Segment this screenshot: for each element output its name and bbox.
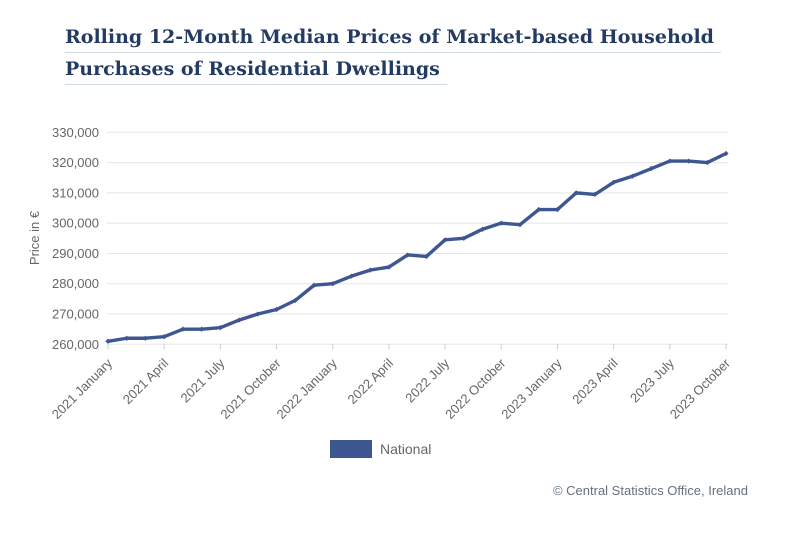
- data-point-marker[interactable]: [199, 326, 205, 332]
- x-axis-tick-label: 2022 April: [345, 355, 397, 407]
- data-point-marker[interactable]: [330, 281, 336, 287]
- copyright-text: © Central Statistics Office, Ireland: [552, 483, 748, 498]
- chart-title-line2: Purchases of Residential Dwellings: [65, 58, 447, 85]
- legend-swatch: [330, 440, 372, 458]
- x-axis-tick-label: 2021 July: [178, 355, 228, 405]
- data-point-marker[interactable]: [386, 264, 392, 270]
- y-axis-tick-label: 320,000: [52, 155, 99, 170]
- data-point-marker[interactable]: [554, 206, 561, 213]
- y-axis-tick-label: 270,000: [52, 307, 99, 322]
- x-axis-tick-label: 2022 July: [402, 355, 452, 405]
- data-point-marker[interactable]: [704, 159, 710, 166]
- data-point-marker[interactable]: [367, 267, 373, 273]
- data-point-marker[interactable]: [629, 173, 635, 179]
- data-point-marker[interactable]: [105, 338, 111, 344]
- data-point-marker[interactable]: [667, 158, 673, 164]
- data-point-marker[interactable]: [405, 252, 411, 258]
- data-point-marker[interactable]: [479, 226, 486, 232]
- data-point-marker[interactable]: [236, 317, 242, 323]
- data-point-marker[interactable]: [423, 253, 429, 260]
- data-point-marker[interactable]: [273, 306, 280, 313]
- data-point-marker[interactable]: [498, 220, 504, 226]
- data-point-marker[interactable]: [573, 190, 579, 196]
- data-point-marker[interactable]: [180, 326, 186, 332]
- data-point-marker[interactable]: [648, 166, 654, 172]
- x-axis-tick-label: 2021 January: [49, 355, 116, 422]
- data-point-marker[interactable]: [536, 206, 542, 213]
- y-axis-tick-label: 330,000: [52, 125, 99, 140]
- data-point-marker[interactable]: [517, 222, 523, 228]
- legend-label: National: [380, 441, 432, 457]
- chart-title: Rolling 12-Month Median Prices of Market…: [65, 26, 721, 90]
- x-axis-tick-label: 2023 April: [569, 355, 621, 407]
- chart-title-line1: Rolling 12-Month Median Prices of Market…: [65, 26, 721, 53]
- data-point-marker[interactable]: [611, 179, 617, 185]
- data-point-marker[interactable]: [461, 235, 467, 241]
- y-axis-tick-label: 300,000: [52, 216, 99, 231]
- data-point-marker[interactable]: [592, 191, 598, 197]
- data-point-marker[interactable]: [142, 335, 149, 341]
- y-axis-tick-label: 280,000: [52, 276, 99, 291]
- data-point-marker[interactable]: [255, 311, 261, 317]
- x-axis-tick-label: 2023 July: [627, 355, 677, 405]
- data-point-marker[interactable]: [124, 335, 130, 341]
- data-point-marker[interactable]: [685, 158, 692, 164]
- legend-item-national[interactable]: National: [330, 440, 431, 458]
- y-axis-tick-label: 290,000: [52, 246, 99, 261]
- series-line-national[interactable]: [106, 151, 728, 343]
- data-point-marker[interactable]: [442, 237, 448, 243]
- x-axis-tick-label: 2023 January: [498, 355, 565, 422]
- data-point-marker[interactable]: [348, 273, 355, 279]
- x-axis-tick-label: 2021 April: [120, 355, 172, 407]
- data-point-marker[interactable]: [217, 325, 223, 331]
- data-point-marker[interactable]: [292, 297, 298, 303]
- data-point-marker[interactable]: [311, 282, 317, 288]
- x-axis-tick-label: 2022 January: [274, 355, 341, 422]
- x-axis-tick-label: 2023 October: [667, 355, 734, 422]
- y-axis-tick-label: 260,000: [52, 337, 99, 352]
- y-axis-title: Price in €: [27, 210, 42, 265]
- y-axis-tick-label: 310,000: [52, 185, 99, 200]
- data-point-marker[interactable]: [161, 334, 167, 340]
- data-point-marker[interactable]: [723, 150, 729, 157]
